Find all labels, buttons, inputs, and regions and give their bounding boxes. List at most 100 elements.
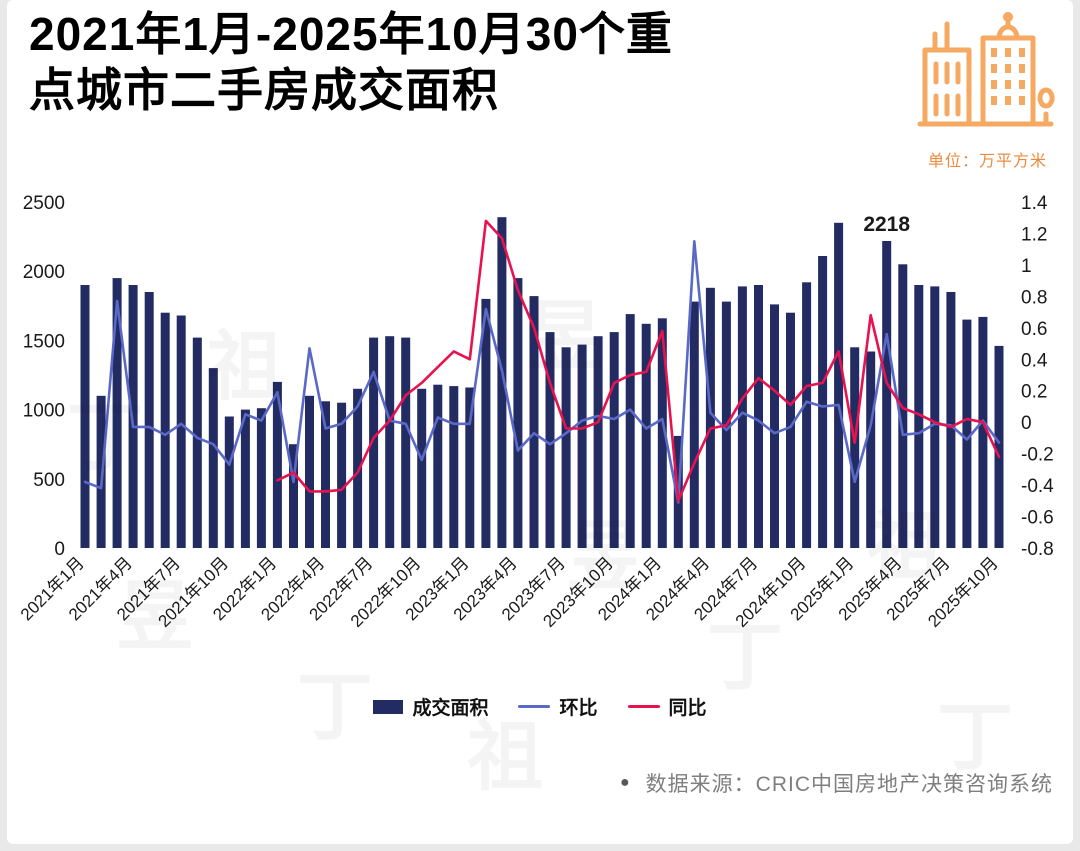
chart-area: 0 500 1000 1500 2000 2500 -0.8 -0.6 -0.4 -0.2 0 0.2… — [7, 180, 1073, 660]
volume-bar — [321, 401, 330, 548]
svg-text:0: 0 — [1021, 413, 1032, 434]
yoy-line-swatch-icon — [627, 705, 660, 708]
svg-text:0.6: 0.6 — [1021, 319, 1047, 340]
volume-bar — [914, 285, 924, 548]
right-axis-ticks: -0.8 -0.6 -0.4 -0.2 0 0.2 0.4 0.6 0.8 1 1.2 1.4 — [1021, 193, 1054, 560]
volume-bar — [994, 345, 1004, 548]
page-root: 2021年1月-2025年10月30个重 点城市二手房成交面积 单位：万平方米 … — [7, 0, 1073, 844]
volume-bar — [401, 337, 411, 548]
volume-bar — [882, 241, 892, 548]
volume-bar — [289, 444, 298, 548]
volume-bar — [305, 395, 314, 548]
svg-text:1.4: 1.4 — [1021, 193, 1048, 214]
volume-bar — [593, 336, 603, 548]
volume-bar — [737, 286, 747, 548]
volume-bar — [192, 337, 202, 548]
volume-bar — [946, 292, 956, 548]
svg-text:0.2: 0.2 — [1021, 382, 1047, 403]
volume-bar — [689, 301, 699, 548]
volume-bar — [754, 285, 763, 548]
volume-bar — [272, 381, 282, 548]
unit-label: 单位：万平方米 — [927, 153, 1047, 170]
legend-label-volume: 成交面积 — [412, 698, 489, 719]
svg-text:-0.6: -0.6 — [1021, 508, 1054, 529]
volume-bar — [465, 387, 475, 548]
volume-bar — [176, 315, 186, 548]
svg-text:0.4: 0.4 — [1021, 350, 1048, 371]
volume-bar — [545, 332, 555, 548]
volume-bar — [529, 296, 539, 548]
volume-bar — [417, 388, 427, 548]
volume-bar — [256, 408, 266, 548]
volume-bar — [978, 316, 988, 548]
svg-text:2500: 2500 — [23, 193, 65, 214]
volume-bar — [561, 347, 571, 548]
svg-text:1000: 1000 — [23, 401, 65, 422]
volume-swatch-icon — [373, 699, 404, 714]
volume-bar — [497, 217, 507, 548]
volume-bar — [369, 337, 379, 548]
mom-line — [83, 240, 1001, 504]
page-title: 2021年1月-2025年10月30个重 点城市二手房成交面积 — [29, 6, 919, 118]
volume-bar — [337, 402, 347, 548]
legend-label-yoy: 同比 — [668, 698, 707, 719]
volume-bar — [433, 384, 443, 548]
source-text: 数据来源：CRIC中国房地产决策咨询系统 — [645, 773, 1053, 796]
volume-bar — [962, 319, 972, 548]
svg-text:500: 500 — [33, 470, 65, 491]
volume-bar — [802, 282, 812, 548]
volume-bars — [80, 217, 1004, 549]
volume-bar — [705, 287, 715, 548]
volume-bar — [160, 312, 170, 548]
chart-legend: 成交面积 环比 同比 — [7, 693, 1073, 720]
volume-bar — [850, 347, 860, 548]
svg-text:-0.4: -0.4 — [1021, 476, 1054, 497]
volume-bar — [96, 395, 106, 548]
svg-text:1.2: 1.2 — [1021, 225, 1047, 246]
svg-text:0: 0 — [54, 539, 65, 560]
svg-text:-0.2: -0.2 — [1021, 445, 1054, 466]
volume-bar — [866, 351, 876, 548]
volume-bar — [353, 388, 363, 548]
volume-bar — [657, 318, 667, 548]
volume-bar — [224, 416, 234, 548]
volume-bar — [128, 285, 138, 548]
legend-item-volume: 成交面积 — [373, 693, 488, 720]
x-axis-labels: 2021年1月2021年4月2021年7月2021年10月2022年1月2022… — [17, 553, 1002, 631]
legend-item-yoy: 同比 — [627, 693, 707, 720]
volume-bar — [641, 323, 651, 548]
mom-line-swatch-icon — [518, 705, 551, 708]
volume-bar — [577, 344, 587, 548]
volume-bar — [240, 409, 250, 548]
volume-bar — [770, 304, 779, 548]
page-title-line1: 2021年1月-2025年10月30个重 — [29, 8, 673, 60]
volume-bar — [112, 278, 122, 548]
left-axis-ticks: 0 500 1000 1500 2000 2500 — [23, 193, 65, 560]
peak-annotation: 2218 — [863, 213, 910, 236]
volume-bar — [818, 256, 828, 548]
svg-text:-0.8: -0.8 — [1021, 539, 1054, 560]
legend-item-mom: 环比 — [518, 693, 598, 720]
volume-bar — [834, 222, 844, 549]
yoy-line — [276, 219, 1001, 503]
volume-bar — [625, 314, 635, 548]
bullet-icon: ● — [619, 774, 630, 791]
volume-bar — [609, 332, 619, 548]
source-note: ● 数据来源：CRIC中国房地产决策咨询系统 — [7, 768, 1073, 798]
svg-text:1500: 1500 — [23, 331, 65, 352]
volume-bar — [513, 278, 523, 548]
svg-text:0.8: 0.8 — [1021, 287, 1047, 308]
volume-bar — [786, 312, 795, 548]
volume-bar — [385, 336, 395, 548]
volume-bar — [208, 368, 218, 548]
legend-label-mom: 环比 — [559, 698, 598, 719]
volume-bar — [930, 286, 940, 548]
page-title-line2: 点城市二手房成交面积 — [29, 64, 499, 117]
volume-bar — [481, 298, 491, 548]
volume-bar — [449, 386, 459, 548]
volume-bar — [80, 285, 90, 548]
volume-bar — [144, 292, 154, 548]
chart-canvas: 0 500 1000 1500 2000 2500 -0.8 -0.6 -0.4 -0.2 0 0.2… — [17, 193, 1054, 631]
svg-text:2000: 2000 — [23, 262, 65, 283]
city-buildings-icon — [917, 12, 1055, 127]
